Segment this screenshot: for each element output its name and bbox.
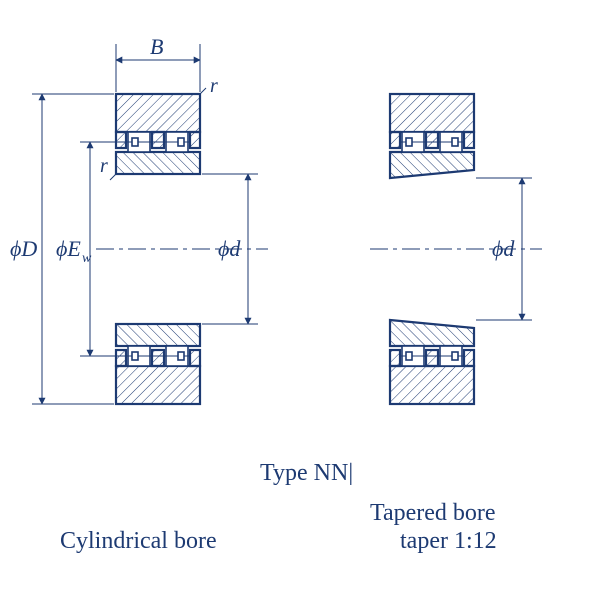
svg-text:w: w — [82, 251, 92, 266]
left-cross-section — [96, 88, 268, 404]
bearing-diagram: B r r ϕD ϕE w ϕd ϕd Type NN| Cylindrical… — [0, 0, 600, 600]
caption-left: Cylindrical bore — [60, 528, 217, 554]
svg-text:ϕE: ϕE — [56, 236, 81, 261]
label-phiD: ϕD — [10, 236, 37, 261]
label-phid-left: ϕd — [218, 236, 241, 261]
label-phiEw: ϕE w — [56, 236, 92, 266]
label-r-inner: r — [100, 155, 108, 177]
caption-right-2: taper 1:12 — [400, 528, 497, 554]
label-phid-right: ϕd — [492, 236, 515, 261]
label-type: Type NN| — [260, 460, 353, 486]
label-r-top: r — [210, 75, 218, 97]
right-cross-section — [370, 94, 542, 404]
label-B: B — [150, 34, 163, 59]
caption-right-1: Tapered bore — [370, 500, 496, 526]
